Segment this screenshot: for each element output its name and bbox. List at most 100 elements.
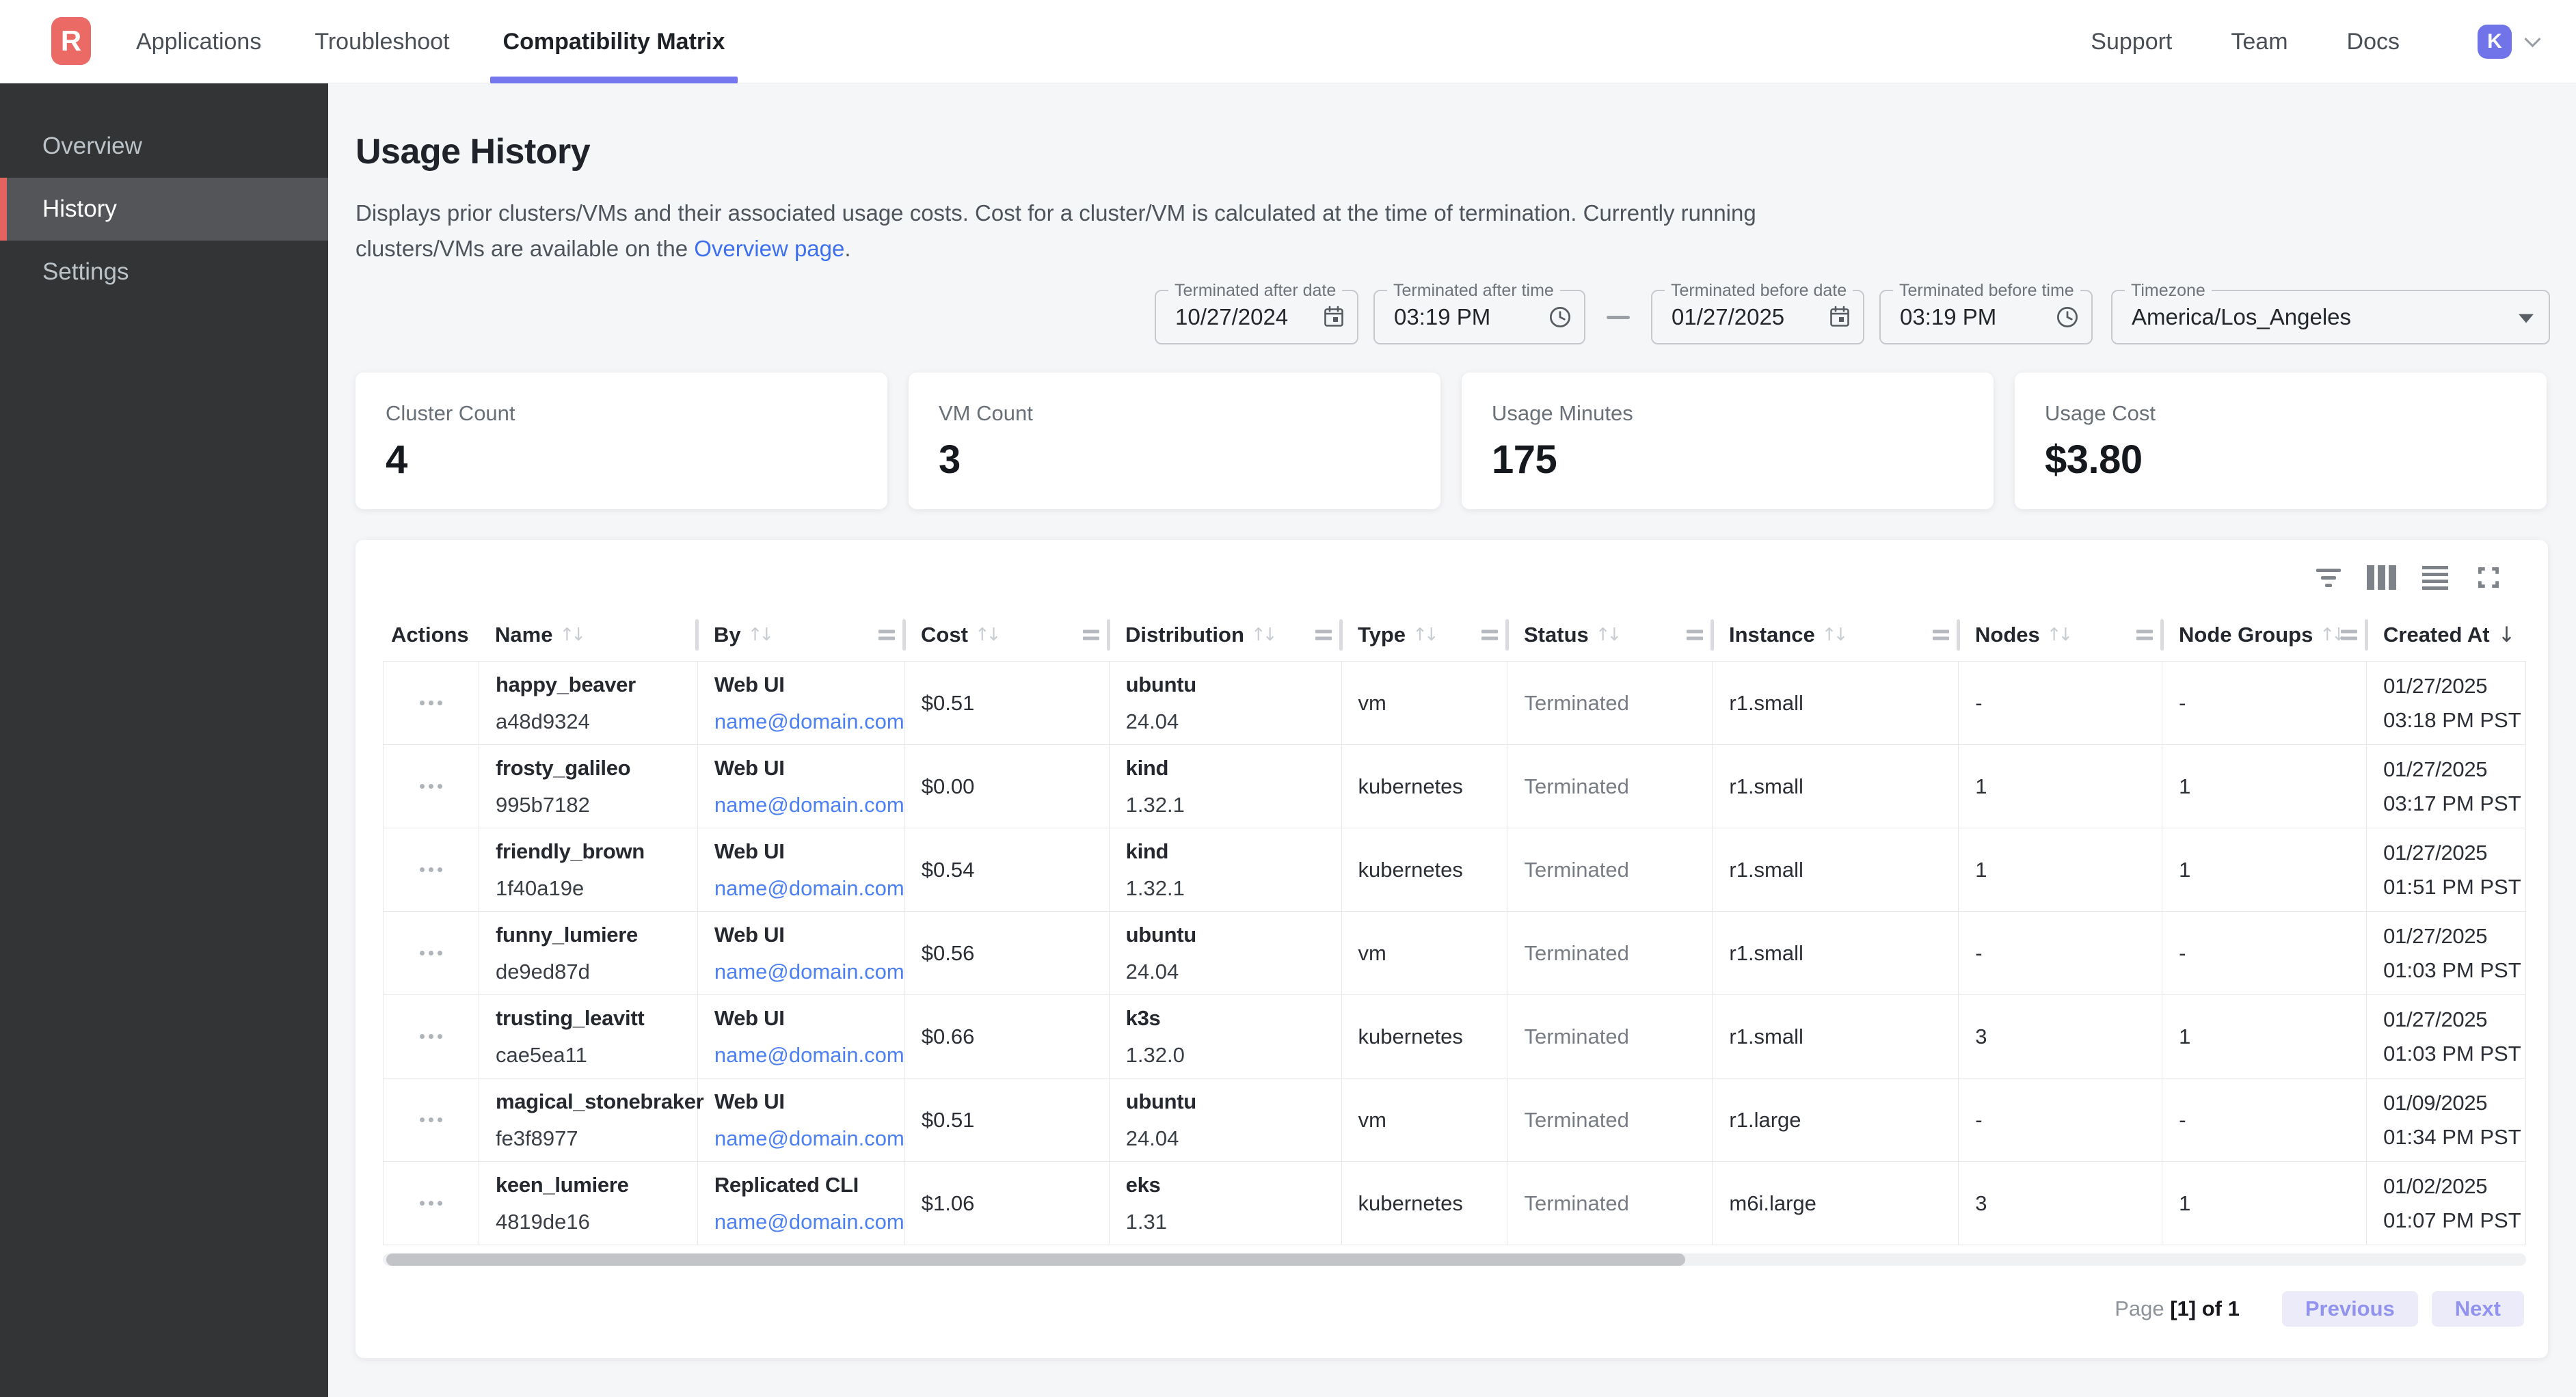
created-by-email-link[interactable]: name@domain.com <box>714 1042 904 1067</box>
more-actions-icon[interactable] <box>419 1117 442 1122</box>
table-row: friendly_brown 1f40a19e Web UI name@doma… <box>384 828 2526 912</box>
nav-link-team[interactable]: Team <box>2231 28 2288 55</box>
nav-right-links: Support Team Docs K <box>2091 0 2541 83</box>
fullscreen-icon[interactable] <box>2474 563 2503 592</box>
clock-icon[interactable] <box>2053 303 2082 331</box>
density-icon[interactable] <box>2422 565 2448 590</box>
terminated-before-date-value[interactable]: 01/27/2025 <box>1672 304 1785 329</box>
column-menu-icon[interactable] <box>1933 629 1949 640</box>
stat-value: 175 <box>1492 437 1557 482</box>
column-header-name[interactable]: Name ↑↓ <box>479 608 697 661</box>
terminated-after-date-field[interactable]: Terminated after date 10/27/2024 <box>1155 281 1358 344</box>
created-date: 01/02/2025 <box>2383 1174 2488 1198</box>
instance-cell: r1.small <box>1713 912 1959 994</box>
column-menu-icon[interactable] <box>2136 629 2153 640</box>
node-groups-cell: - <box>2162 912 2367 994</box>
calendar-icon[interactable] <box>1320 303 1347 331</box>
stat-card-usage-minutes: Usage Minutes 175 <box>1462 372 1994 509</box>
horizontal-scrollbar-thumb[interactable] <box>386 1253 1685 1266</box>
column-header-created-at[interactable]: Created At ↓ <box>2365 608 2526 661</box>
created-by-email-link[interactable]: name@domain.com <box>714 1209 904 1234</box>
column-menu-icon[interactable] <box>878 629 895 640</box>
table-row: trusting_leavitt cae5ea11 Web UI name@do… <box>384 995 2526 1079</box>
nav-link-docs[interactable]: Docs <box>2346 28 2400 55</box>
type-cell: kubernetes <box>1342 828 1508 911</box>
column-label: Node Groups <box>2179 622 2313 647</box>
created-by-email-link[interactable]: name@domain.com <box>714 959 904 984</box>
clock-icon[interactable] <box>1546 303 1574 331</box>
horizontal-scrollbar-track[interactable] <box>383 1253 2526 1266</box>
timezone-value[interactable]: America/Los_Angeles <box>2132 304 2352 329</box>
column-menu-icon[interactable] <box>2341 629 2357 640</box>
more-actions-icon[interactable] <box>419 1201 442 1206</box>
sort-updown-icon[interactable]: ↑↓ <box>1821 624 1849 645</box>
sort-updown-icon[interactable]: ↑↓ <box>2046 624 2074 645</box>
tab-compatibility-matrix[interactable]: Compatibility Matrix <box>477 0 752 83</box>
created-by-email-link[interactable]: name@domain.com <box>714 709 904 733</box>
more-actions-icon[interactable] <box>419 701 442 705</box>
column-header-status[interactable]: Status ↑↓ <box>1505 608 1713 661</box>
nodes-cell: 1 <box>1959 828 2163 911</box>
sidebar-item-overview[interactable]: Overview <box>42 133 142 159</box>
terminated-after-time-field[interactable]: Terminated after time 03:19 PM <box>1373 281 1585 344</box>
sort-updown-icon[interactable]: ↑↓ <box>2320 624 2346 645</box>
column-menu-icon[interactable] <box>1481 629 1498 640</box>
tab-applications[interactable]: Applications <box>136 28 262 55</box>
more-actions-icon[interactable] <box>419 1034 442 1039</box>
created-time: 01:03 PM PST <box>2383 1041 2521 1066</box>
terminated-after-date-value[interactable]: 10/27/2024 <box>1175 304 1289 329</box>
sort-updown-icon[interactable]: ↑↓ <box>559 624 586 645</box>
sort-desc-icon[interactable]: ↓ <box>2497 622 2516 647</box>
actions-cell <box>384 662 479 744</box>
sort-updown-icon[interactable]: ↑↓ <box>1250 624 1278 645</box>
column-menu-icon[interactable] <box>1083 629 1099 640</box>
actions-cell <box>384 912 479 994</box>
terminated-before-date-field[interactable]: Terminated before date 01/27/2025 <box>1651 281 1864 344</box>
terminated-after-time-value[interactable]: 03:19 PM <box>1394 304 1491 329</box>
column-header-distribution[interactable]: Distribution ↑↓ <box>1107 608 1341 661</box>
created-date: 01/09/2025 <box>2383 1090 2488 1115</box>
sort-updown-icon[interactable]: ↑↓ <box>974 624 1002 645</box>
column-menu-icon[interactable] <box>1315 629 1332 640</box>
more-actions-icon[interactable] <box>419 951 442 955</box>
avatar[interactable]: K <box>2478 25 2512 59</box>
previous-button[interactable]: Previous <box>2281 1291 2418 1327</box>
column-header-actions[interactable]: Actions <box>383 608 479 661</box>
terminated-before-time-value[interactable]: 03:19 PM <box>1900 304 1997 329</box>
filter-icon[interactable] <box>2316 568 2341 587</box>
column-header-nodes[interactable]: Nodes ↑↓ <box>1957 608 2162 661</box>
created-at-cell: 01/02/2025 01:07 PM PST <box>2367 1162 2526 1245</box>
column-separator <box>1957 619 1960 651</box>
sort-updown-icon[interactable]: ↑↓ <box>1595 624 1622 645</box>
sort-updown-icon[interactable]: ↑↓ <box>747 624 775 645</box>
cluster-id: de9ed87d <box>495 959 590 984</box>
sidebar-item-settings[interactable]: Settings <box>42 258 129 285</box>
columns-icon[interactable] <box>2367 565 2396 590</box>
sidebar-item-history[interactable]: History <box>0 178 328 241</box>
stat-value: 3 <box>939 437 961 482</box>
column-header-node-groups[interactable]: Node Groups ↑↓ <box>2160 608 2367 661</box>
column-header-by[interactable]: By ↑↓ <box>695 608 904 661</box>
column-header-cost[interactable]: Cost ↑↓ <box>902 608 1109 661</box>
terminated-before-time-field[interactable]: Terminated before time 03:19 PM <box>1879 281 2093 344</box>
nodes-cell: - <box>1959 912 2163 994</box>
more-actions-icon[interactable] <box>419 784 442 789</box>
replicated-logo-icon[interactable]: R <box>51 17 91 65</box>
column-header-instance[interactable]: Instance ↑↓ <box>1710 608 1959 661</box>
timezone-select[interactable]: Timezone America/Los_Angeles <box>2111 281 2550 344</box>
nav-link-support[interactable]: Support <box>2091 28 2173 55</box>
user-menu[interactable]: K <box>2478 25 2541 59</box>
created-by-email-link[interactable]: name@domain.com <box>714 876 904 900</box>
created-by-email-link[interactable]: name@domain.com <box>714 792 904 817</box>
tab-troubleshoot[interactable]: Troubleshoot <box>314 28 450 55</box>
more-actions-icon[interactable] <box>419 867 442 872</box>
stat-cards: Cluster Count 4 VM Count 3 Usage Minutes… <box>355 372 2547 509</box>
overview-page-link[interactable]: Overview page <box>694 236 845 261</box>
next-button[interactable]: Next <box>2431 1291 2524 1327</box>
column-header-type[interactable]: Type ↑↓ <box>1339 608 1507 661</box>
calendar-icon[interactable] <box>1826 303 1853 331</box>
sort-updown-icon[interactable]: ↑↓ <box>1412 624 1439 645</box>
stat-label: Usage Cost <box>2045 401 2156 425</box>
created-by-email-link[interactable]: name@domain.com <box>714 1126 904 1150</box>
column-menu-icon[interactable] <box>1687 629 1703 640</box>
